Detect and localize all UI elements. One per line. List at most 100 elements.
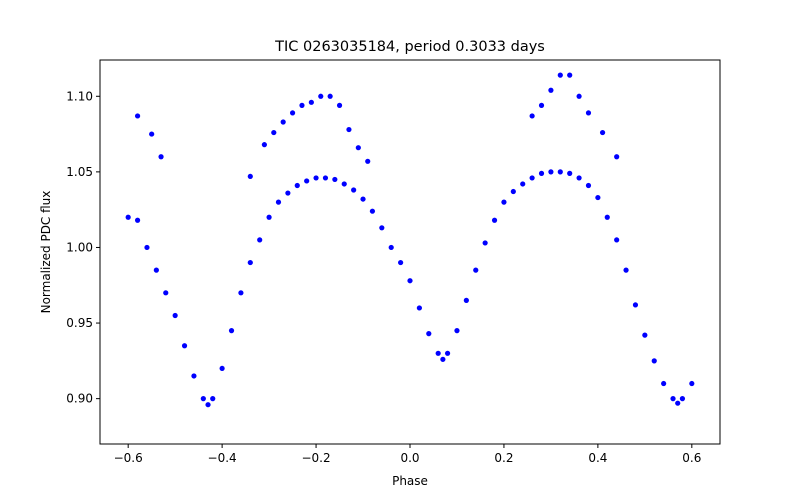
outlier-point <box>538 102 545 108</box>
outlier-point <box>134 113 141 119</box>
x-tick-label: 0.6 <box>682 451 701 465</box>
data-point <box>501 199 507 205</box>
outlier-point <box>261 142 267 148</box>
data-point <box>426 331 432 337</box>
data-point <box>322 175 329 181</box>
data-point <box>153 267 159 273</box>
x-tick-label: −0.4 <box>208 451 237 465</box>
x-tick-label: −0.6 <box>114 451 143 465</box>
data-point <box>661 380 667 387</box>
scatter-points <box>125 72 695 408</box>
data-point <box>200 396 206 402</box>
outlier-point <box>158 154 164 160</box>
data-point <box>341 181 347 187</box>
y-tick-label: 0.95 <box>66 316 93 330</box>
outlier-point <box>308 99 314 105</box>
data-point <box>538 170 545 176</box>
data-point <box>482 240 488 246</box>
data-point <box>210 396 216 402</box>
data-point <box>125 214 131 220</box>
x-tick-label: 0.2 <box>494 451 513 465</box>
outlier-point <box>336 102 343 108</box>
data-point <box>529 175 535 181</box>
data-point <box>416 305 422 311</box>
y-axis: 0.90 0.95 1.00 1.05 1.10 <box>66 89 100 406</box>
outlier-point <box>280 119 286 125</box>
outlier-point <box>585 110 592 116</box>
data-point <box>642 332 648 338</box>
data-point <box>332 176 338 183</box>
outlier-point <box>614 154 620 160</box>
x-tick-label: −0.2 <box>301 451 330 465</box>
data-point <box>463 297 469 303</box>
data-point <box>675 400 681 406</box>
data-point <box>520 181 526 187</box>
outlier-point <box>567 72 573 78</box>
outlier-point <box>557 72 563 78</box>
outlier-point <box>529 113 535 119</box>
data-point <box>632 302 639 308</box>
outlier-point <box>327 93 333 99</box>
data-point <box>567 170 573 176</box>
data-point <box>172 312 178 319</box>
data-point <box>454 328 460 334</box>
data-point <box>444 350 451 356</box>
outlier-point <box>576 93 582 99</box>
data-point <box>510 188 516 195</box>
y-axis-label: Normalized PDC flux <box>39 191 53 314</box>
outlier-point <box>599 129 606 136</box>
y-tick-label: 0.90 <box>66 392 93 406</box>
data-point <box>266 214 272 220</box>
data-point <box>163 290 169 296</box>
outlier-point <box>299 102 305 108</box>
data-point <box>557 169 563 175</box>
data-point <box>219 365 225 372</box>
outlier-point <box>346 126 352 133</box>
data-point <box>614 237 620 243</box>
data-point <box>689 380 695 387</box>
data-point <box>585 182 592 189</box>
data-point <box>435 350 441 356</box>
y-tick-label: 1.05 <box>66 165 93 179</box>
data-point <box>388 244 394 251</box>
outlier-point <box>149 131 155 137</box>
data-point <box>623 267 629 273</box>
data-point <box>191 373 197 379</box>
data-point <box>379 225 385 231</box>
x-tick-label: 0.0 <box>400 451 419 465</box>
data-point <box>398 259 404 266</box>
outlier-point <box>548 87 554 93</box>
data-point <box>407 278 413 284</box>
outlier-point <box>355 145 361 151</box>
data-point <box>238 290 244 296</box>
data-point <box>679 396 686 402</box>
data-point <box>285 190 291 196</box>
data-point <box>144 244 150 251</box>
outlier-point <box>247 173 253 180</box>
data-point <box>134 217 141 223</box>
data-point <box>548 169 554 175</box>
outlier-point <box>318 93 324 99</box>
data-point <box>440 356 446 362</box>
data-point <box>228 328 235 334</box>
data-point <box>491 217 498 223</box>
data-point <box>351 187 357 193</box>
data-point <box>651 358 657 364</box>
data-point <box>670 396 676 402</box>
data-point <box>205 402 211 408</box>
data-point <box>275 199 282 205</box>
y-tick-label: 1.00 <box>66 240 93 254</box>
x-axis-label: Phase <box>392 474 428 488</box>
data-point <box>576 175 582 181</box>
chart-title: TIC 0263035184, period 0.3033 days <box>274 39 545 55</box>
y-tick-label: 1.10 <box>66 89 93 103</box>
x-tick-label: 0.4 <box>588 451 607 465</box>
outlier-point <box>289 110 296 116</box>
outlier-point <box>365 158 371 164</box>
data-point <box>181 343 188 349</box>
outlier-point <box>271 129 277 136</box>
data-point <box>369 208 376 214</box>
data-point <box>473 267 479 273</box>
